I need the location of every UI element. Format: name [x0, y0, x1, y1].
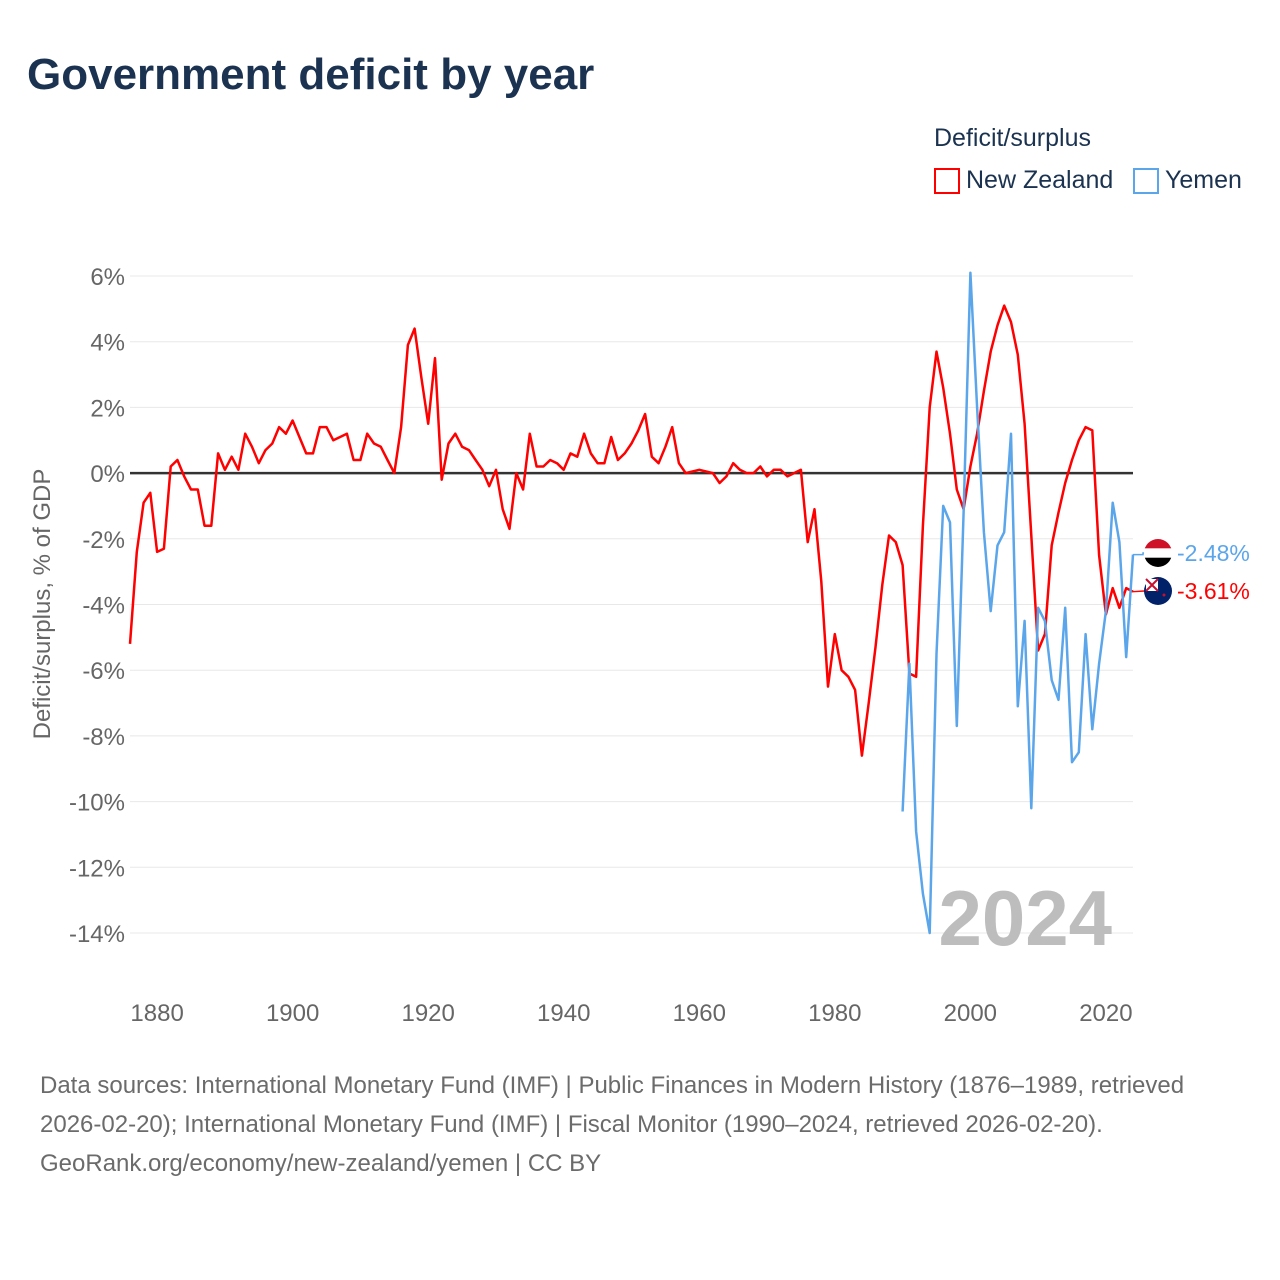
y-tick-label: -10% [69, 790, 125, 817]
x-tick-label: 1940 [537, 1000, 590, 1027]
y-tick-label: 4% [90, 330, 125, 357]
y-axis-label: Deficit/surplus, % of GDP [29, 469, 56, 740]
sources-footer: Data sources: International Monetary Fun… [40, 1066, 1240, 1183]
end-label-yemen: -2.48% [1177, 540, 1250, 566]
x-tick-label: 1900 [266, 1000, 319, 1027]
legend-label: Yemen [1165, 166, 1242, 194]
x-tick-label: 1980 [808, 1000, 861, 1027]
y-tick-label: 2% [90, 395, 125, 422]
legend-item-yemen[interactable]: Yemen [1133, 166, 1242, 195]
y-tick-label: 6% [90, 264, 125, 291]
y-tick-label: -14% [69, 921, 125, 948]
x-tick-label: 1960 [673, 1000, 726, 1027]
sources-text: Data sources: International Monetary Fun… [40, 1072, 1185, 1138]
page-title: Government deficit by year [27, 50, 595, 99]
new-zealand-flag-icon [1145, 578, 1159, 592]
year-annotation: 2024 [938, 874, 1112, 962]
y-tick-label: -4% [82, 593, 125, 620]
y-tick-label: -6% [82, 658, 125, 685]
legend-item-new-zealand[interactable]: New Zealand [934, 166, 1113, 195]
credit-link[interactable]: GeoRank.org/economy/new-zealand/yemen | … [40, 1150, 602, 1177]
series-line-yemen [901, 271, 1135, 935]
end-label-new-zealand: -3.61% [1177, 578, 1250, 604]
yemen-flag-icon [1144, 539, 1172, 549]
yemen-flag-icon [1144, 548, 1172, 558]
new-zealand-flag-icon [1162, 593, 1166, 597]
y-tick-label: -8% [82, 724, 125, 751]
legend-swatch-yemen [1133, 167, 1159, 194]
x-tick-label: 2000 [944, 1000, 997, 1027]
x-tick-label: 2020 [1079, 1000, 1132, 1027]
x-tick-label: 1880 [130, 1000, 183, 1027]
connector-new-zealand [1132, 590, 1146, 593]
series-line-new-zealand [128, 304, 1134, 757]
y-tick-label: 0% [90, 461, 125, 488]
legend-title: Deficit/surplus [934, 124, 1091, 152]
yemen-flag-icon [1144, 557, 1172, 567]
x-tick-label: 1920 [401, 1000, 454, 1027]
line-chart: 6% 4% 2% 0% -2% -4% -6% -8% -10% -12% -14% 1880 1900… [29, 264, 1250, 1027]
connector-yemen [1133, 552, 1145, 556]
legend-swatch-new-zealand [934, 167, 960, 194]
y-tick-label: -2% [82, 527, 125, 554]
legend-label: New Zealand [966, 166, 1114, 194]
y-tick-label: -12% [69, 855, 125, 882]
